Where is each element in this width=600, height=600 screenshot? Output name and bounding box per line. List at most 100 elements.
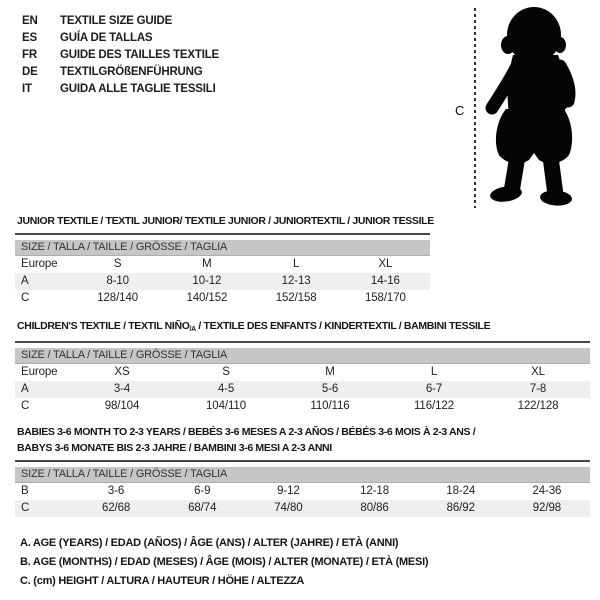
size-cell: 10-12 xyxy=(192,274,222,287)
size-cell: XL xyxy=(531,365,545,378)
language-row: FR GUIDE DES TAILLES TEXTILE xyxy=(22,47,219,64)
size-header-row: SIZE / TALLA / TAILLE / GRÖSSE / TAGLIA xyxy=(15,466,590,483)
size-cell: 6-7 xyxy=(425,382,443,395)
size-table-section: BABIES 3-6 MONTH TO 2-3 YEARS / BEBÉS 3-… xyxy=(15,424,590,517)
row-label: Europe xyxy=(21,257,58,270)
language-code: FR xyxy=(22,49,37,61)
size-cell: 62/68 xyxy=(101,501,131,514)
size-cell: 9-12 xyxy=(277,484,300,497)
title-text: JUNIOR TEXTILE / TEXTIL JUNIOR/ TEXTILE … xyxy=(17,215,434,227)
size-cell: 12-18 xyxy=(360,484,390,497)
row-label: B xyxy=(21,484,29,497)
guide-title: TEXTILGRÖßENFÜHRUNG xyxy=(60,66,203,78)
row-label: C xyxy=(21,501,30,514)
guide-title: TEXTILE SIZE GUIDE xyxy=(60,15,173,27)
title-text: BABIES 3-6 MONTH TO 2-3 YEARS / BEBÉS 3-… xyxy=(17,426,476,438)
size-cell: 110/116 xyxy=(310,399,350,412)
size-cell: 116/122 xyxy=(413,399,455,412)
table-title-line: CHILDREN'S TEXTILE / TEXTIL NIÑO/A / TEX… xyxy=(17,320,590,336)
size-header-row: SIZE / TALLA / TAILLE / GRÖSSE / TAGLIA xyxy=(15,239,430,256)
size-cell: 158/170 xyxy=(364,291,406,304)
table-title-line: JUNIOR TEXTILE / TEXTIL JUNIOR/ TEXTILE … xyxy=(17,215,434,228)
table-row: A 3-4 4-5 5-6 6-7 7-8 xyxy=(15,380,590,398)
language-code: ES xyxy=(22,32,37,44)
row-label: Europe xyxy=(21,365,58,378)
table-title-line: BABIES 3-6 MONTH TO 2-3 YEARS / BEBÉS 3-… xyxy=(17,424,590,440)
size-cell: 5-6 xyxy=(321,382,339,395)
measurement-legend: A. AGE (YEARS) / EDAD (AÑOS) / ÂGE (ANS)… xyxy=(20,534,429,591)
table-row: C 62/68 68/74 74/80 80/86 86/92 92/98 xyxy=(15,499,590,517)
table-title-line: BABYS 3-6 MONATE BIS 2-3 JAHRE / BAMBINI… xyxy=(17,440,590,456)
size-cell: 7-8 xyxy=(529,382,547,395)
size-cell: 8-10 xyxy=(106,274,129,287)
size-cell: 4-5 xyxy=(217,382,235,395)
size-cell: 80/86 xyxy=(360,501,389,514)
size-cell: L xyxy=(292,257,300,270)
language-row: IT GUIDA ALLE TAGLIE TESSILI xyxy=(22,81,219,98)
table-top-rule xyxy=(15,233,430,235)
language-code: EN xyxy=(22,15,38,27)
guide-title: GUIDA ALLE TAGLIE TESSILI xyxy=(60,83,216,95)
size-cell: XS xyxy=(114,365,130,378)
size-cell: 128/140 xyxy=(97,291,139,304)
guide-title: GUÍA DE TALLAS xyxy=(60,32,153,44)
table-top-rule xyxy=(15,460,590,462)
table-top-rule xyxy=(15,341,590,343)
language-title-block: EN TEXTILE SIZE GUIDE ES GUÍA DE TALLAS FR GU… xyxy=(22,13,219,98)
table-title: CHILDREN'S TEXTILE / TEXTIL NIÑO/A / TEX… xyxy=(15,320,590,336)
baby-silhouette-icon xyxy=(485,7,576,206)
measure-c-label: C xyxy=(455,103,465,118)
size-cell: M xyxy=(325,365,335,378)
size-cell: 86/92 xyxy=(446,501,475,514)
size-cell: 3-4 xyxy=(113,382,131,395)
size-cell: S xyxy=(222,365,230,378)
table-title: JUNIOR TEXTILE / TEXTIL JUNIOR/ TEXTILE … xyxy=(15,215,434,228)
size-header-row: SIZE / TALLA / TAILLE / GRÖSSE / TAGLIA xyxy=(15,347,590,364)
guide-title: GUIDE DES TAILLES TEXTILE xyxy=(60,49,219,61)
legend-line: A. AGE (YEARS) / EDAD (AÑOS) / ÂGE (ANS)… xyxy=(20,537,399,549)
size-cell: S xyxy=(113,257,122,270)
size-cell: L xyxy=(430,365,438,378)
table-row: Europe S M L XL xyxy=(15,256,430,273)
language-row: DE TEXTILGRÖßENFÜHRUNG xyxy=(22,64,219,81)
title-text: / TEXTILE DES ENFANTS / KINDERTEXTIL / B… xyxy=(195,320,491,332)
size-cell: 68/74 xyxy=(188,501,217,514)
size-cell: 24-36 xyxy=(532,484,562,497)
size-cell: 12-13 xyxy=(281,274,311,287)
table-title: BABIES 3-6 MONTH TO 2-3 YEARS / BEBÉS 3-… xyxy=(15,424,590,456)
language-code: DE xyxy=(22,66,38,78)
size-cell: 92/98 xyxy=(532,501,562,514)
language-row: ES GUÍA DE TALLAS xyxy=(22,30,219,47)
language-code: IT xyxy=(22,83,32,95)
legend-line: C. (cm) HEIGHT / ALTURA / HAUTEUR / HÖHE… xyxy=(20,575,305,587)
legend-line: B. AGE (MONTHS) / EDAD (MESES) / ÂGE (MO… xyxy=(20,556,429,568)
language-row: EN TEXTILE SIZE GUIDE xyxy=(22,13,219,30)
row-label: C xyxy=(21,399,30,412)
table-row: B 3-6 6-9 9-12 12-18 18-24 24-36 xyxy=(15,483,590,500)
size-cell: 6-9 xyxy=(194,484,211,497)
row-label: A xyxy=(21,382,29,395)
table-row: C 128/140 140/152 152/158 158/170 xyxy=(15,290,430,307)
height-measure-dotted-line xyxy=(474,8,476,208)
size-cell: 3-6 xyxy=(107,484,125,497)
size-table-section: JUNIOR TEXTILE / TEXTIL JUNIOR/ TEXTILE … xyxy=(15,215,434,307)
size-cell: M xyxy=(202,257,212,270)
size-cell: XL xyxy=(378,257,393,270)
size-cell: 104/110 xyxy=(205,399,247,412)
row-label: C xyxy=(21,291,30,304)
size-cell: 14-16 xyxy=(370,274,400,287)
title-text: CHILDREN'S TEXTILE / TEXTIL NIÑO xyxy=(17,320,190,332)
size-cell: 122/128 xyxy=(517,399,559,412)
size-table-section: CHILDREN'S TEXTILE / TEXTIL NIÑO/A / TEX… xyxy=(15,320,590,415)
size-cell: 74/80 xyxy=(274,501,303,514)
size-cell: 152/158 xyxy=(275,291,317,304)
title-text: BABYS 3-6 MONATE BIS 2-3 JAHRE / BAMBINI… xyxy=(17,442,332,454)
table-row: A 8-10 10-12 12-13 14-16 xyxy=(15,272,430,290)
size-cell: 140/152 xyxy=(186,291,228,304)
title-subscript: /A xyxy=(189,326,197,333)
row-label: A xyxy=(21,274,29,287)
size-cell: 18-24 xyxy=(446,484,476,497)
table-row: C 98/104 104/110 110/116 116/122 122/128 xyxy=(15,398,590,415)
table-row: Europe XS S M L XL xyxy=(15,364,590,381)
